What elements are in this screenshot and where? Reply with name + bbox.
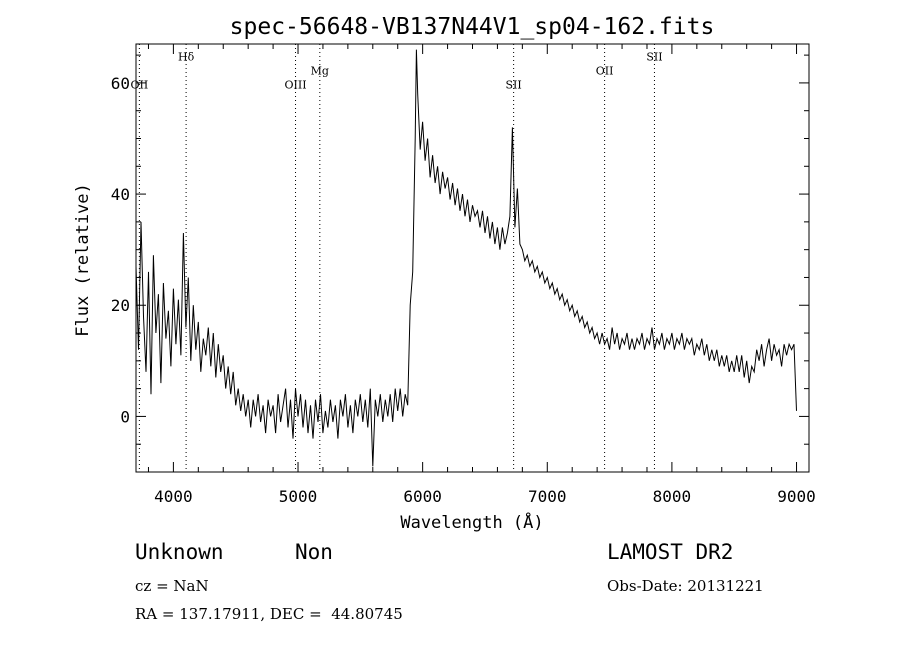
- plot-frame: [135, 43, 810, 473]
- cz-value: cz = NaN: [135, 577, 209, 595]
- spectral-line-label: OII: [131, 78, 149, 91]
- y-tick-label: 40: [111, 185, 130, 204]
- x-tick-label: 4000: [154, 487, 193, 506]
- x-tick-label: 8000: [653, 487, 692, 506]
- spectral-line-label: OIII: [284, 78, 306, 91]
- x-tick-label: 6000: [403, 487, 442, 506]
- y-tick-label: 60: [111, 74, 130, 93]
- coordinates: RA = 137.17911, DEC = 44.80745: [135, 605, 403, 623]
- spectral-line-label: SII: [506, 78, 522, 91]
- spectral-line-label: SII: [646, 51, 662, 64]
- x-tick-label: 7000: [528, 487, 567, 506]
- axis-ticks: 4000 5000 6000 7000 8000 9000 0 20 40 60: [111, 44, 816, 506]
- survey-label: LAMOST DR2: [607, 540, 734, 564]
- x-tick-label: 9000: [777, 487, 816, 506]
- subclass-label: Non: [295, 540, 333, 564]
- spectral-line-label: OII: [596, 65, 614, 78]
- y-tick-label: 0: [120, 407, 130, 426]
- spectral-line-markers: OII Hδ OIII Mg SII OII SII: [131, 44, 663, 472]
- obs-date: Obs-Date: 20131221: [607, 577, 764, 595]
- spectral-line-label: Hδ: [178, 51, 195, 64]
- spectral-line-label: Mg: [311, 65, 329, 78]
- x-axis-label: Wavelength (Å): [400, 511, 543, 533]
- y-tick-label: 20: [111, 296, 130, 315]
- chart-title: spec-56648-VB137N44V1_sp04-162.fits: [230, 14, 715, 40]
- spectrum-line: [135, 49, 797, 467]
- x-tick-label: 5000: [279, 487, 318, 506]
- y-axis-label: Flux (relative): [73, 183, 93, 337]
- spectrum-series: [135, 49, 797, 467]
- class-label: Unknown: [135, 540, 224, 564]
